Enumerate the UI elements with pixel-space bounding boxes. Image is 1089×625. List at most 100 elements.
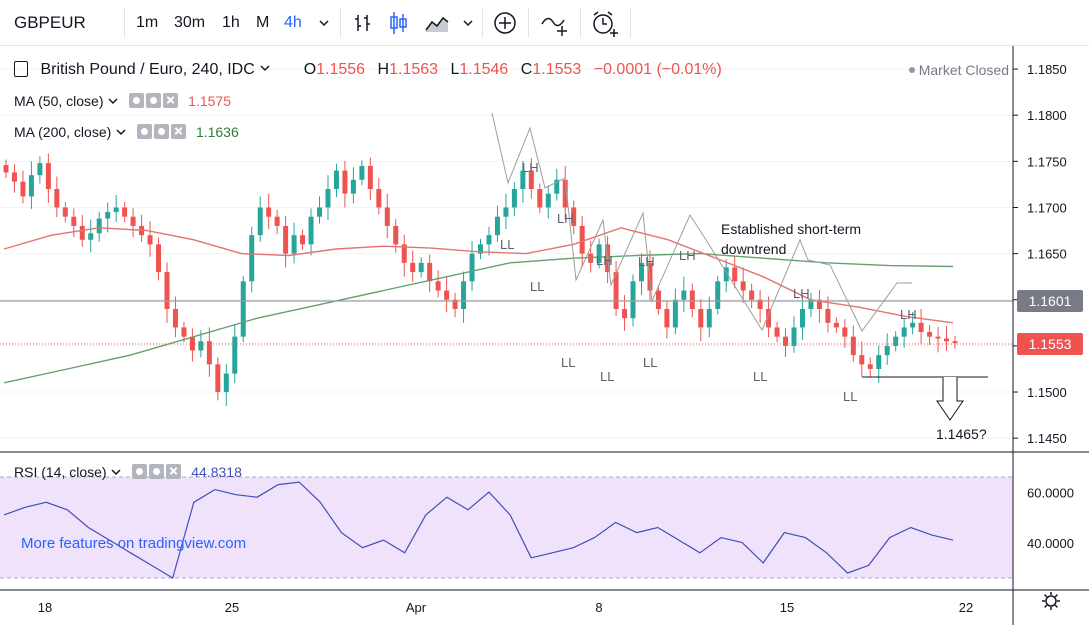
alert-icon[interactable] [590, 9, 620, 37]
candle-body [130, 216, 136, 226]
chart-canvas[interactable]: 1.18501.18001.17501.17001.16501.16001.15… [0, 46, 1089, 625]
lower-low-label: LL [530, 279, 545, 294]
candle-body [444, 290, 450, 300]
candle-body [876, 355, 882, 369]
trend-note-line1: Established short-term [721, 221, 862, 237]
price-tick-label: 1.1700 [1027, 200, 1067, 215]
candle-body [206, 341, 212, 365]
rsi-value: 44.8318 [191, 464, 242, 480]
candle-body [274, 216, 280, 226]
candle-body [596, 244, 602, 263]
chevron-down-icon[interactable] [462, 17, 474, 29]
ma50-legend: MA (50, close) 1.1575 [14, 93, 231, 109]
candle-body [393, 225, 399, 245]
candle-body [317, 207, 323, 217]
candle-body [893, 336, 899, 346]
target-price-note[interactable]: 1.1465? [936, 426, 987, 442]
chevron-down-icon[interactable] [318, 17, 330, 29]
candle-body [308, 216, 314, 245]
chevron-down-icon[interactable] [107, 96, 119, 106]
lower-low-label: LL [500, 237, 515, 252]
candle-body [571, 207, 577, 226]
trend-note[interactable]: Established short-term downtrend [721, 219, 861, 259]
toolbar-separator [124, 8, 125, 38]
candle-body [147, 235, 153, 245]
settings-icon[interactable] [146, 93, 162, 108]
candle-body [486, 235, 492, 245]
candle-body [79, 225, 85, 240]
rsi-tick-label: 40.0000 [1027, 536, 1074, 551]
ma200-value: 1.1636 [195, 124, 239, 140]
candle-body [757, 299, 763, 309]
ohlc-high-value: 1.1563 [389, 61, 439, 78]
collapse-legend-icon[interactable] [14, 61, 28, 77]
ma50-label[interactable]: MA (50, close) [14, 93, 104, 109]
time-tick-label: 25 [225, 600, 239, 615]
top-toolbar: GBPEUR 1m 30m 1h M 4h [0, 0, 1089, 46]
candlestick-icon[interactable] [388, 10, 410, 36]
eye-icon[interactable] [137, 124, 153, 139]
candle-body [28, 175, 34, 197]
candle-body [71, 216, 77, 226]
close-icon[interactable] [166, 464, 182, 479]
lower-high-label: LH [900, 307, 917, 322]
lower-low-label: LL [561, 355, 576, 370]
candle-body [562, 179, 568, 208]
candle-body [427, 262, 433, 282]
rsi-legend: RSI (14, close) 44.8318 [14, 464, 242, 480]
ohlc-high-label: H [377, 61, 390, 78]
rsi-label[interactable]: RSI (14, close) [14, 464, 107, 480]
bar-chart-icon[interactable] [352, 12, 374, 34]
chevron-down-icon[interactable] [110, 467, 122, 477]
close-icon[interactable] [163, 93, 179, 108]
area-chart-icon[interactable] [424, 12, 450, 34]
interval-1m-button[interactable]: 1m [136, 14, 159, 31]
candle-body [622, 308, 628, 319]
symbol-search-button[interactable]: GBPEUR [14, 13, 86, 32]
interval-30m-button[interactable]: 30m [174, 14, 206, 31]
zigzag-trend-drawing[interactable] [491, 112, 912, 332]
lower-low-label: LL [600, 369, 615, 384]
candle-body [96, 218, 102, 234]
chevron-down-icon[interactable] [115, 127, 127, 137]
interval-4h-button[interactable]: 4h [284, 14, 302, 31]
candle-body [401, 244, 407, 263]
candle-body [249, 235, 255, 282]
candle-body [655, 290, 661, 309]
candle-body [884, 345, 890, 356]
toolbar-separator [630, 8, 631, 38]
candle-body [45, 163, 51, 190]
chevron-down-icon[interactable] [259, 63, 271, 73]
add-indicator-icon[interactable] [493, 11, 517, 35]
toolbar-separator [580, 8, 581, 38]
price-tick-label: 1.1500 [1027, 385, 1067, 400]
compare-icon[interactable] [540, 10, 570, 36]
settings-icon[interactable] [154, 124, 170, 139]
price-change: −0.0001 (−0.01%) [593, 61, 722, 78]
toolbar-separator [482, 8, 483, 38]
ma200-label[interactable]: MA (200, close) [14, 124, 112, 140]
ohlc-low-label: L [450, 61, 460, 78]
watermark-link[interactable]: More features on tradingview.com [21, 535, 247, 552]
ohlc-low-value: 1.1546 [459, 61, 509, 78]
candle-body [291, 235, 297, 254]
interval-1h-button[interactable]: 1h [222, 14, 240, 31]
interval-month-button[interactable]: M [256, 14, 270, 31]
candle-body [37, 163, 43, 176]
toolbar-separator [340, 8, 341, 38]
candle-body [181, 327, 187, 337]
legend-title[interactable]: British Pound / Euro, 240, IDC [40, 61, 255, 78]
candle-body [944, 338, 950, 342]
horizontal-line-price-label: 1.1601 [1017, 290, 1083, 312]
gear-icon[interactable] [1041, 591, 1061, 611]
price-axis-ticks: 1.18501.18001.17501.17001.16501.16001.15… [1013, 62, 1067, 446]
candle-body [706, 308, 712, 328]
candle-body [54, 189, 60, 208]
candle-body [918, 322, 924, 333]
close-icon[interactable] [171, 124, 187, 139]
eye-icon[interactable] [129, 93, 145, 108]
candle-body [545, 193, 551, 208]
settings-icon[interactable] [149, 464, 165, 479]
down-arrow-icon[interactable] [936, 377, 964, 421]
eye-icon[interactable] [132, 464, 148, 479]
